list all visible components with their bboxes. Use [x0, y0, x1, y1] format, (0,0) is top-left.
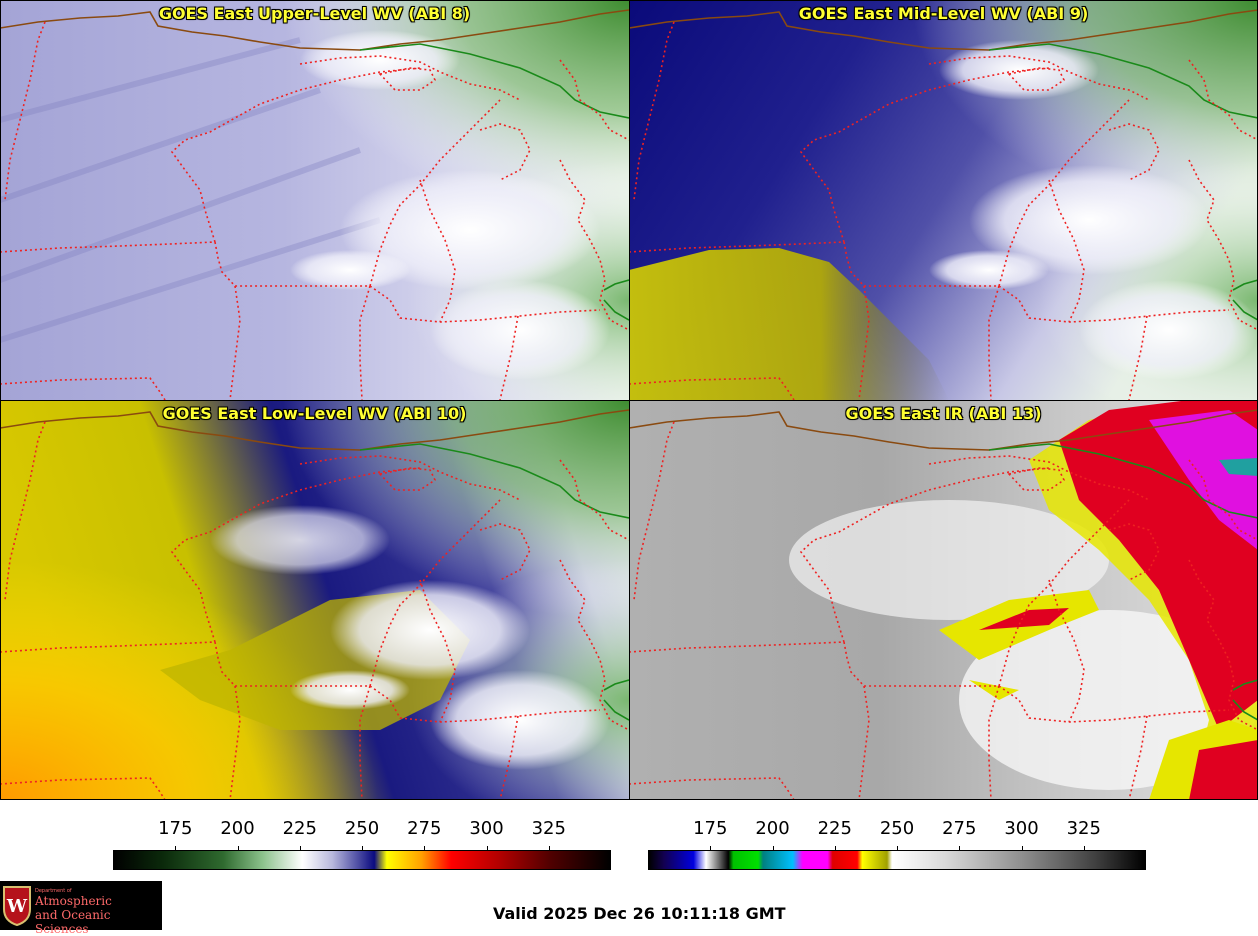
- wv-colorbar-ticks: 175 200 225 250 275 300 325: [113, 818, 611, 852]
- colorbar-tick-mark: [548, 846, 550, 852]
- colorbar-tick-label: 275: [942, 818, 977, 839]
- colorbar-tick-label: 300: [1004, 818, 1039, 839]
- colorbar-tick-label: 225: [817, 818, 852, 839]
- upper-level-wv-panel: GOES East Upper-Level WV (ABI 8): [0, 0, 629, 400]
- colorbar-tick-mark: [362, 846, 363, 852]
- colorbar-tick-label: 175: [693, 818, 728, 839]
- colorbar-tick-label: 200: [755, 818, 790, 839]
- colorbar-tick-label: 225: [282, 818, 317, 839]
- colorbar-tick-mark: [897, 846, 898, 852]
- wv-colorbar: [113, 850, 611, 870]
- colorbar-tick-mark: [772, 846, 774, 852]
- colorbar-tick-label: 325: [1066, 818, 1101, 839]
- logo-line2: and Oceanic Sciences: [35, 908, 111, 936]
- uw-crest-icon: W: [3, 886, 31, 927]
- colorbar-tick-mark: [834, 846, 836, 852]
- logo-department-text: Department of: [35, 888, 72, 894]
- colorbar-tick-mark: [710, 846, 712, 852]
- colorbar-tick-mark: [237, 846, 239, 852]
- colorbar-tick-mark: [424, 846, 426, 852]
- logo-line1: Atmospheric: [35, 894, 112, 908]
- low-level-wv-panel: GOES East Low-Level WV (ABI 10): [0, 400, 629, 800]
- colorbar-tick-mark: [299, 846, 301, 852]
- valid-time-label: Valid 2025 Dec 26 10:11:18 GMT: [493, 904, 786, 923]
- ir-colorbar-ticks: 175 200 225 250 275 300 325: [648, 818, 1146, 852]
- colorbar-tick-label: 200: [220, 818, 255, 839]
- panel-divider-horizontal: [0, 400, 1258, 401]
- colorbar-tick-mark: [486, 846, 488, 852]
- colorbar-tick-mark: [1083, 846, 1085, 852]
- upper-level-wv-image: [0, 0, 629, 400]
- low-level-wv-title: GOES East Low-Level WV (ABI 10): [162, 404, 467, 423]
- ir-title: GOES East IR (ABI 13): [845, 404, 1042, 423]
- colorbar-tick-label: 250: [344, 818, 380, 839]
- ir-panel: GOES East IR (ABI 13): [629, 400, 1258, 800]
- ir-colorbar: [648, 850, 1146, 870]
- colorbar-tick-mark: [1021, 846, 1023, 852]
- colorbar-tick-mark: [959, 846, 961, 852]
- colorbar-tick-label: 175: [158, 818, 193, 839]
- colorbar-tick-mark: [175, 846, 177, 852]
- aos-logo[interactable]: W Department of Atmospheric and Oceanic …: [0, 881, 162, 936]
- low-level-wv-image: [0, 400, 629, 800]
- crest-letter: W: [6, 896, 28, 917]
- mid-level-wv-image: [629, 0, 1258, 400]
- colorbar-tick-label: 275: [407, 818, 442, 839]
- colorbar-tick-label: 300: [469, 818, 504, 839]
- mid-level-wv-title: GOES East Mid-Level WV (ABI 9): [798, 4, 1089, 23]
- ir-image: [629, 400, 1258, 800]
- mid-level-wv-panel: GOES East Mid-Level WV (ABI 9): [629, 0, 1258, 400]
- colorbar-tick-label: 325: [531, 818, 566, 839]
- upper-level-wv-title: GOES East Upper-Level WV (ABI 8): [158, 4, 471, 23]
- colorbar-tick-label: 250: [879, 818, 915, 839]
